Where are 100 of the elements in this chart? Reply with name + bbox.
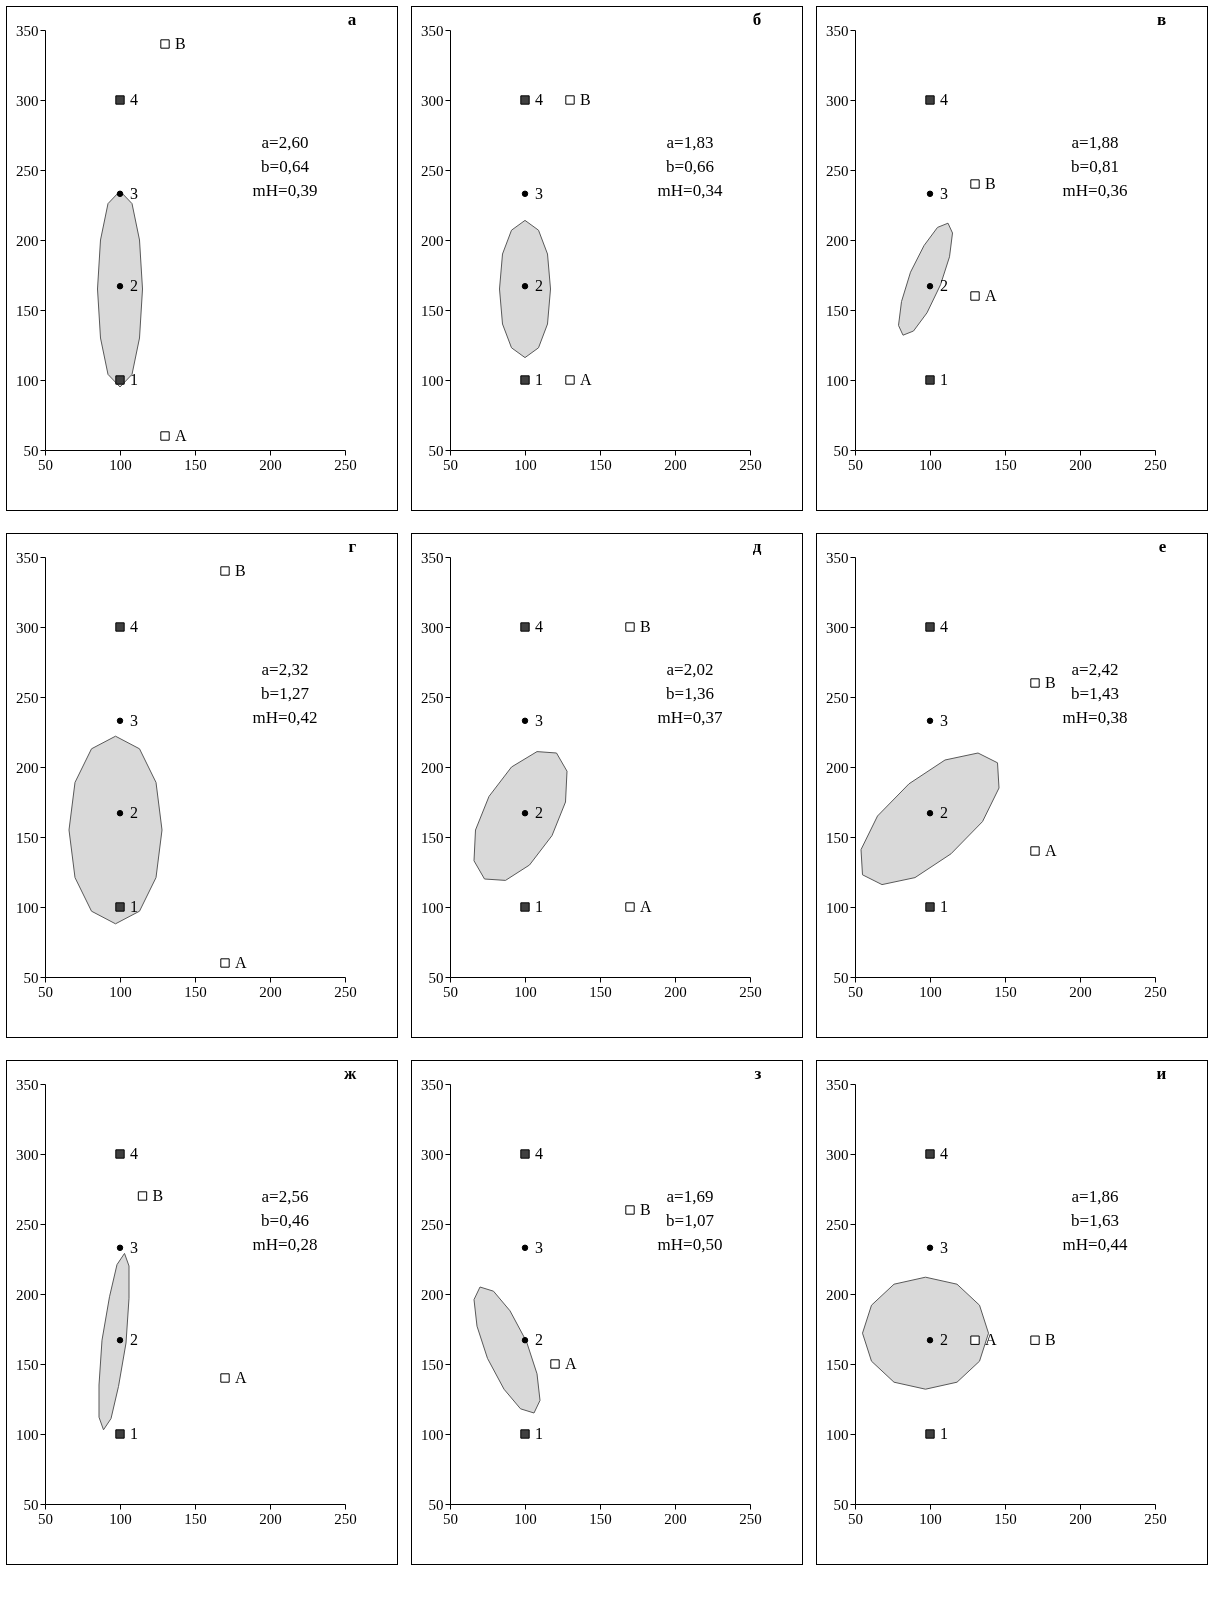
annotation: a=2,32: [261, 660, 309, 680]
y-tick-label: 300: [421, 92, 444, 109]
annotation: В: [175, 35, 186, 52]
annotation: В: [235, 562, 246, 579]
annotation: b=0,46: [261, 1211, 309, 1231]
annotation: 4: [535, 618, 543, 635]
annotation: 1: [130, 1425, 138, 1442]
y-tick-label: 200: [16, 759, 39, 776]
annotation: В: [580, 91, 591, 108]
annotation: 4: [535, 1145, 543, 1162]
y-tick-label: 50: [23, 442, 39, 459]
x-tick-label: 100: [919, 983, 942, 1000]
annotation: 2: [535, 1331, 543, 1349]
y-tick-label: 350: [16, 22, 39, 39]
annotation: a=2,60: [261, 133, 309, 153]
y-tick-label: 250: [421, 162, 444, 179]
y-tick-label: 350: [826, 1076, 849, 1093]
x-tick-label: 150: [589, 1510, 612, 1527]
point: [220, 1373, 230, 1383]
annotation: А: [235, 954, 247, 971]
point: [115, 1149, 125, 1159]
point: [925, 622, 935, 632]
y-tick-label: 250: [421, 689, 444, 706]
chart-title: з: [754, 1064, 762, 1083]
point: [926, 809, 934, 817]
y-tick-label: 150: [826, 829, 849, 846]
x-tick-label: 150: [589, 456, 612, 473]
y-tick-label: 150: [16, 829, 39, 846]
x-tick-label: 200: [1069, 456, 1092, 473]
x-tick-label: 100: [514, 983, 537, 1000]
annotation: b=1,07: [666, 1211, 715, 1231]
annotation: mH=0,39: [252, 181, 318, 201]
y-tick-label: 250: [421, 1216, 444, 1233]
point: [115, 375, 125, 385]
annotation: a=1,86: [1071, 1187, 1119, 1207]
annotation: b=1,36: [666, 684, 714, 704]
x-tick-label: 100: [514, 1510, 537, 1527]
annotation: 3: [940, 184, 948, 202]
point: [925, 95, 935, 105]
y-tick-label: 150: [421, 302, 444, 319]
x-tick-label: 50: [38, 1510, 53, 1527]
x-tick-label: 200: [664, 456, 687, 473]
point: [925, 1149, 935, 1159]
x-tick-label: 150: [184, 456, 207, 473]
annotation: А: [640, 898, 652, 915]
annotation: В: [640, 1201, 651, 1218]
x-tick-label: 100: [109, 456, 132, 473]
x-tick-label: 200: [259, 456, 282, 473]
chart-title: а: [347, 10, 357, 29]
annotation: 4: [535, 91, 543, 108]
chart-title: б: [752, 10, 762, 29]
y-tick-label: 100: [16, 372, 39, 389]
point: [116, 190, 124, 198]
point: [116, 809, 124, 817]
y-tick-label: 350: [826, 549, 849, 566]
point: [565, 375, 575, 385]
y-tick-label: 300: [826, 619, 849, 636]
x-tick-label: 150: [589, 983, 612, 1000]
x-tick-label: 50: [443, 1510, 458, 1527]
y-tick-label: 300: [826, 1146, 849, 1163]
point: [926, 1244, 934, 1252]
x-tick-label: 150: [994, 983, 1017, 1000]
y-tick-label: 350: [421, 549, 444, 566]
point: [1030, 846, 1040, 856]
x-tick-label: 50: [38, 456, 53, 473]
x-tick-label: 200: [1069, 983, 1092, 1000]
x-tick-label: 50: [38, 983, 53, 1000]
annotation: 3: [535, 1238, 543, 1256]
y-tick-label: 350: [826, 22, 849, 39]
y-tick-label: 100: [421, 899, 444, 916]
y-tick-label: 350: [421, 1076, 444, 1093]
point: [220, 958, 230, 968]
point: [160, 431, 170, 441]
y-tick-label: 200: [826, 759, 849, 776]
x-tick-label: 50: [848, 456, 863, 473]
x-tick-label: 250: [739, 456, 762, 473]
x-tick-label: 50: [443, 983, 458, 1000]
y-tick-label: 150: [16, 1356, 39, 1373]
x-tick-label: 200: [259, 983, 282, 1000]
annotation: 3: [535, 711, 543, 729]
y-tick-label: 250: [826, 162, 849, 179]
x-tick-label: 200: [664, 983, 687, 1000]
y-tick-label: 250: [16, 689, 39, 706]
x-tick-label: 200: [1069, 1510, 1092, 1527]
annotation: 3: [940, 711, 948, 729]
y-tick-label: 100: [421, 372, 444, 389]
x-tick-label: 150: [994, 456, 1017, 473]
annotation: b=1,63: [1071, 1211, 1119, 1231]
annotation: В: [1045, 1331, 1056, 1349]
annotation: 2: [535, 277, 543, 295]
point: [521, 1336, 529, 1344]
y-tick-label: 300: [826, 92, 849, 109]
y-tick-label: 100: [826, 899, 849, 916]
annotation: А: [985, 1331, 997, 1349]
y-tick-label: 50: [23, 1496, 39, 1513]
y-tick-label: 100: [826, 1426, 849, 1443]
point: [160, 39, 170, 49]
x-tick-label: 250: [334, 456, 357, 473]
annotation: А: [985, 287, 997, 304]
point: [926, 190, 934, 198]
